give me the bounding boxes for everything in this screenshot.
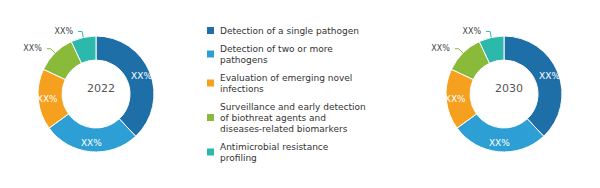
svg-text:XX%: XX% xyxy=(489,138,510,148)
svg-text:XX%: XX% xyxy=(81,138,102,148)
svg-text:XX%: XX% xyxy=(23,44,42,53)
svg-text:XX%: XX% xyxy=(54,27,73,36)
svg-text:of biothreat agents and: of biothreat agents and xyxy=(220,113,326,123)
svg-text:XX%: XX% xyxy=(37,94,58,104)
svg-text:profiling: profiling xyxy=(220,153,257,163)
svg-text:infections: infections xyxy=(220,84,264,94)
svg-text:pathogens: pathogens xyxy=(220,55,268,65)
svg-text:2022: 2022 xyxy=(87,82,115,95)
svg-text:XX%: XX% xyxy=(431,44,450,53)
svg-text:2030: 2030 xyxy=(495,82,523,95)
svg-text:diseases-related biomarkers: diseases-related biomarkers xyxy=(220,124,348,134)
svg-text:Evaluation of emerging novel: Evaluation of emerging novel xyxy=(220,73,352,83)
svg-text:XX%: XX% xyxy=(131,71,152,81)
svg-text:XX%: XX% xyxy=(445,94,466,104)
svg-text:XX%: XX% xyxy=(539,71,560,81)
svg-text:Detection of a single pathogen: Detection of a single pathogen xyxy=(220,26,359,36)
svg-text:Antimicrobial resistance: Antimicrobial resistance xyxy=(220,142,329,152)
svg-text:XX%: XX% xyxy=(462,27,481,36)
svg-text:Surveillance and early detecti: Surveillance and early detection xyxy=(220,102,366,112)
svg-text:Detection of two or more: Detection of two or more xyxy=(220,44,333,54)
